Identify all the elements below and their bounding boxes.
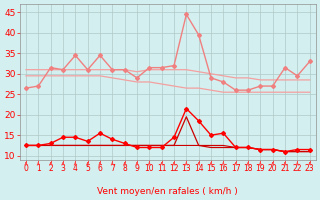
X-axis label: Vent moyen/en rafales ( km/h ): Vent moyen/en rafales ( km/h ) xyxy=(98,187,238,196)
